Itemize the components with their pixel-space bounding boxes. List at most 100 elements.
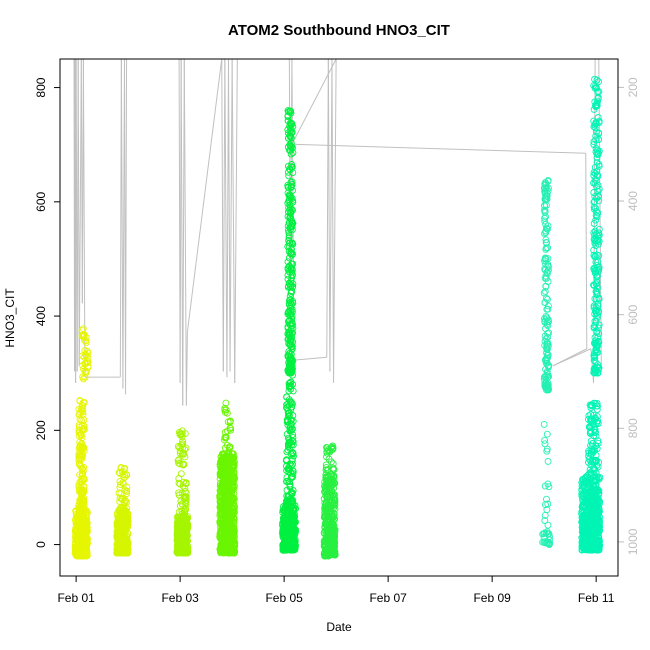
series-flight-7 <box>539 176 554 548</box>
data-point <box>78 470 86 478</box>
altitude-segment <box>293 356 327 361</box>
altitude-segment <box>182 58 185 406</box>
x-tick-label: Feb 05 <box>265 591 303 605</box>
data-point <box>221 444 229 452</box>
altitude-segment <box>226 58 229 378</box>
data-point <box>283 401 291 409</box>
data-point <box>182 444 190 452</box>
data-point <box>113 523 121 531</box>
data-point <box>120 549 128 557</box>
data-point <box>542 193 550 201</box>
data-point <box>323 466 331 474</box>
data-point <box>82 367 90 375</box>
data-point <box>184 547 191 555</box>
data-point <box>221 523 229 531</box>
y2-tick-label: 200 <box>626 77 640 97</box>
data-point <box>227 512 235 519</box>
data-point <box>121 465 129 472</box>
data-point <box>183 525 191 533</box>
data-point <box>284 226 292 234</box>
data-point <box>288 251 296 259</box>
y2-tick-label: 400 <box>626 191 640 211</box>
data-point <box>284 442 292 450</box>
data-point <box>120 525 128 533</box>
data-point <box>182 489 190 497</box>
data-point <box>175 489 183 497</box>
data-point <box>280 545 288 553</box>
plot-frame <box>59 58 619 577</box>
data-point <box>284 264 292 272</box>
data-point <box>324 447 332 455</box>
data-point <box>226 507 234 515</box>
data-point <box>287 542 295 550</box>
data-point <box>222 484 230 492</box>
data-point <box>217 469 225 477</box>
data-point <box>179 460 187 468</box>
data-point <box>287 299 295 306</box>
data-point <box>221 434 229 441</box>
x-tick-label: Feb 09 <box>473 591 511 605</box>
data-point <box>81 347 89 354</box>
data-point <box>284 477 292 485</box>
data-point <box>287 353 295 361</box>
y-tick-label: 400 <box>34 306 48 326</box>
data-point <box>229 478 237 486</box>
data-point <box>540 539 548 547</box>
data-point <box>184 532 191 540</box>
data-point <box>542 282 550 290</box>
altitude-segment <box>326 58 329 358</box>
data-point <box>540 206 548 214</box>
data-point <box>288 119 296 127</box>
data-point <box>230 532 238 540</box>
data-point <box>544 521 552 529</box>
data-point <box>546 539 553 547</box>
data-point <box>78 478 86 486</box>
data-point <box>224 548 232 556</box>
data-point <box>543 305 551 313</box>
data-point <box>179 512 187 520</box>
altitude-segment <box>227 58 231 372</box>
data-point <box>229 547 237 555</box>
data-point <box>541 217 549 225</box>
data-point <box>80 398 88 406</box>
data-point <box>322 474 330 482</box>
altitude-segment <box>77 58 80 366</box>
data-point <box>545 329 553 337</box>
data-point <box>75 505 83 513</box>
data-point <box>83 523 91 531</box>
data-point <box>545 483 553 491</box>
data-point <box>284 544 292 552</box>
data-point <box>75 456 83 464</box>
data-point <box>286 142 294 150</box>
data-point <box>78 546 86 554</box>
data-point <box>286 201 294 209</box>
data-point <box>77 463 85 471</box>
data-point <box>220 464 228 472</box>
data-point <box>225 549 233 557</box>
altitude-segment <box>331 58 335 383</box>
altitude-segment <box>229 58 233 372</box>
data-point <box>288 220 296 228</box>
data-point <box>224 418 232 426</box>
data-point <box>330 535 338 543</box>
data-point <box>78 407 86 415</box>
data-point <box>176 541 184 549</box>
data-point <box>541 529 549 537</box>
data-point <box>544 295 551 303</box>
altitude-segment <box>291 143 586 154</box>
data-point <box>541 482 549 490</box>
altitude-segment <box>234 58 238 383</box>
data-point <box>329 444 337 452</box>
data-point <box>322 492 330 500</box>
data-point <box>81 373 89 381</box>
data-point <box>221 535 229 543</box>
data-point <box>323 536 331 544</box>
data-point <box>287 109 295 117</box>
data-point <box>542 260 550 268</box>
data-point <box>543 338 551 346</box>
data-point <box>221 457 229 465</box>
data-point <box>285 165 293 173</box>
data-point <box>119 480 127 488</box>
data-point <box>79 504 86 512</box>
data-point <box>283 404 291 412</box>
